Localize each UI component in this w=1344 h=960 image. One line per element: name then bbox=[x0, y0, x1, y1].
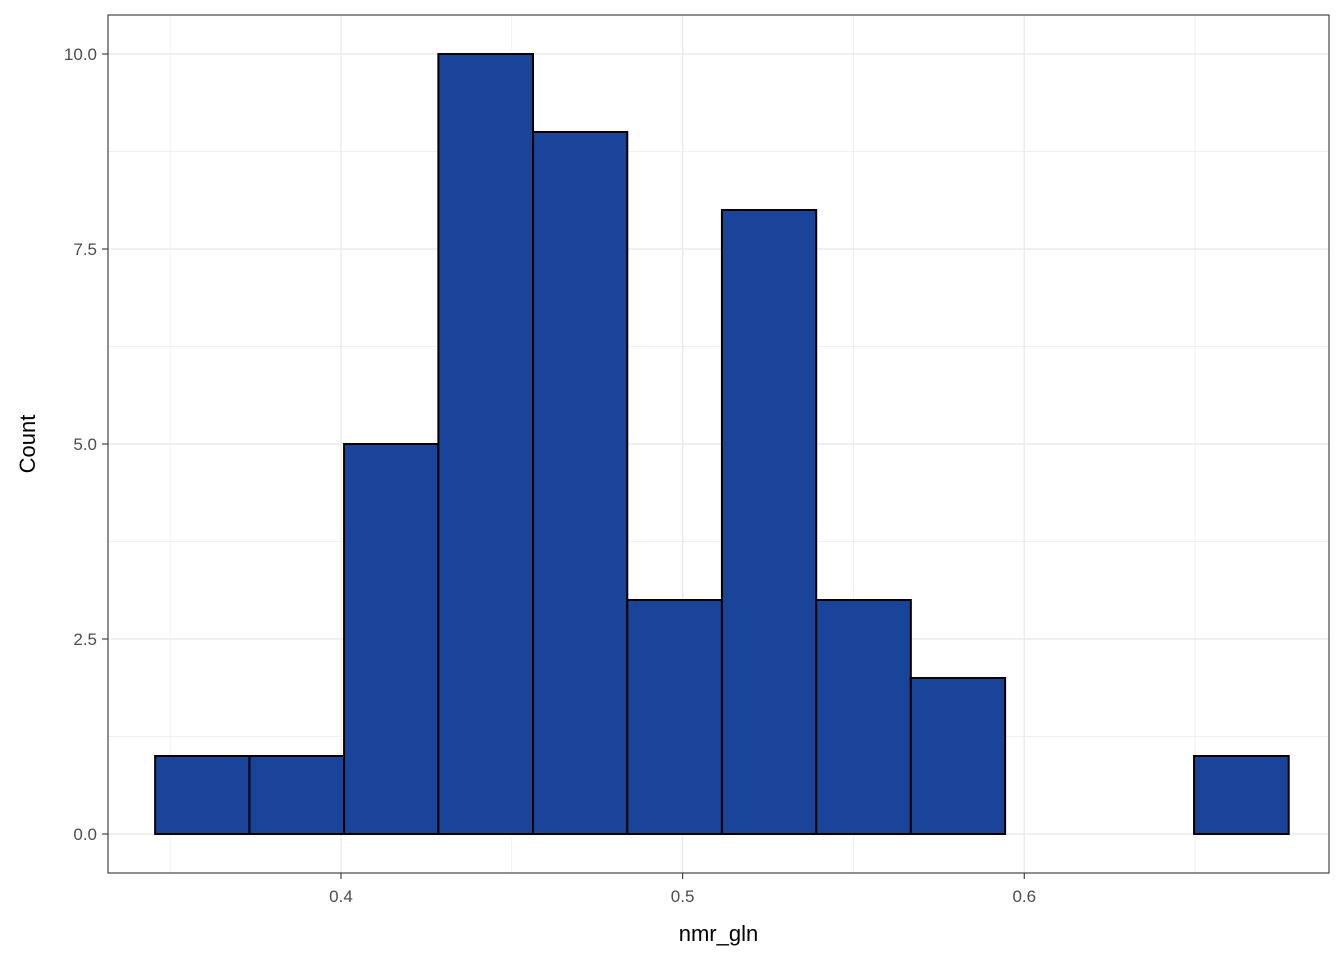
histogram-bar-8 bbox=[909, 677, 1007, 835]
histogram-bar-0 bbox=[154, 755, 251, 835]
y-tick-label: 10.0 bbox=[64, 45, 97, 64]
histogram-bar-4 bbox=[531, 131, 629, 835]
y-tick-label: 2.5 bbox=[73, 630, 97, 649]
histogram-bar-2 bbox=[343, 443, 440, 835]
x-tick-label: 0.4 bbox=[329, 887, 353, 906]
y-tick-label: 5.0 bbox=[73, 435, 97, 454]
x-tick-label: 0.5 bbox=[671, 887, 695, 906]
histogram-bar-11 bbox=[1193, 755, 1290, 835]
y-tick-label: 0.0 bbox=[73, 825, 97, 844]
x-tick-label: 0.6 bbox=[1012, 887, 1036, 906]
histogram-bar-1 bbox=[248, 755, 346, 835]
x-axis: 0.4 0.5 0.6 bbox=[329, 873, 1036, 906]
histogram-bar-5 bbox=[626, 599, 723, 835]
histogram-bar-3 bbox=[437, 53, 534, 835]
x-axis-title: nmr_gln bbox=[679, 921, 758, 946]
y-tick-label: 7.5 bbox=[73, 240, 97, 259]
y-axis-title: Count bbox=[15, 415, 40, 474]
histogram-bars bbox=[154, 53, 1290, 835]
y-axis: 0.0 2.5 5.0 7.5 10.0 bbox=[64, 45, 108, 844]
histogram-bar-7 bbox=[815, 599, 912, 835]
histogram-bar-6 bbox=[720, 209, 818, 835]
